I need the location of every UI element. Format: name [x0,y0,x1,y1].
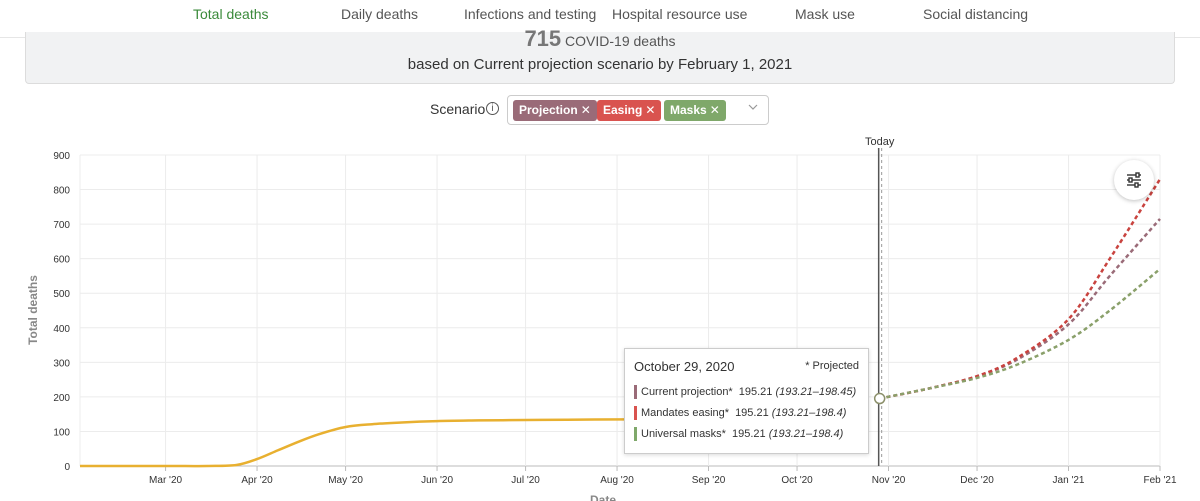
summary-panel: 715 COVID-19 deaths based on Current pro… [25,26,1175,84]
series-line-current-projection [879,218,1161,400]
tooltip-series-range: (193.21–198.4) [768,428,844,440]
x-tick-label: Mar '20 [149,475,182,486]
y-tick-label: 100 [53,427,70,438]
x-tick-label: Apr '20 [241,475,273,486]
sliders-icon [1127,172,1141,188]
tooltip-swatch [634,406,637,421]
summary-subtitle: based on Current projection scenario by … [407,56,793,73]
x-tick-label: Jan '21 [1053,475,1085,486]
scenario-label: Scenario [430,101,486,117]
tab-total-deaths[interactable]: Total deaths [193,6,269,22]
y-tick-label: 500 [53,289,70,300]
tab-hospital-resource-use[interactable]: Hospital resource use [612,6,748,22]
tooltip-series-value: 195.21 [731,428,766,440]
y-tick-label: 700 [53,220,70,231]
y-tick-label: 800 [53,186,70,197]
chip-projection[interactable]: Projection ✕ [513,100,597,121]
x-axis: Mar '20 Apr '20 May '20 Jun '20 Jul '20 Aug '… [149,466,1177,486]
tooltip-series-name: Universal masks* [641,428,726,440]
x-tick-label: Aug '20 [600,475,634,486]
y-axis: 0 100 200 300 400 500 600 700 800 900 [53,151,70,473]
x-axis-label: Date [590,493,616,501]
tooltip-row: Current projection* 195.21 (193.21–198.45… [634,384,856,400]
y-tick-label: 300 [53,358,70,369]
remove-icon[interactable]: ✕ [645,103,656,117]
chevron-down-icon[interactable] [748,102,758,112]
chip-easing-label: Easing [603,103,643,117]
remove-icon[interactable]: ✕ [580,103,591,117]
x-tick-label: Jul '20 [511,475,540,486]
tooltip-series-name: Mandates easing* [641,407,730,419]
tooltip-date: October 29, 2020 [634,359,735,374]
chip-easing[interactable]: Easing ✕ [597,100,662,121]
series-line-mandates-easing [879,178,1162,400]
x-tick-label: Jun '20 [421,475,453,486]
scenario-select[interactable]: Projection ✕ Easing ✕ Masks ✕ [507,95,769,125]
tooltip-series-range: (193.21–198.4) [771,407,847,419]
chip-masks[interactable]: Masks ✕ [664,100,726,121]
summary-headline: 715 COVID-19 deaths [26,26,1174,52]
x-tick-label: Oct '20 [781,475,813,486]
tooltip-series-value: 195.21 [735,407,769,419]
tab-mask-use[interactable]: Mask use [795,6,855,22]
tooltip-swatch [634,385,637,400]
tooltip-row: Universal masks* 195.21 (193.21–198.4) [634,426,843,442]
chart-lines [80,178,1162,468]
chart-settings-button[interactable] [1114,160,1154,200]
chip-projection-label: Projection [519,103,578,117]
y-tick-label: 200 [53,393,70,404]
summary-count-label: COVID-19 deaths [565,33,676,49]
tooltip-series-name: Current projection* [641,386,733,398]
x-tick-label: Feb '21 [1143,475,1176,486]
tab-daily-deaths[interactable]: Daily deaths [341,6,419,22]
y-axis-label: Total deaths [26,275,40,345]
y-tick-label: 0 [64,462,70,473]
tooltip-swatch [634,427,637,442]
tooltip-series-value: 195.21 [738,386,773,398]
hover-marker [873,392,886,405]
chip-masks-label: Masks [670,103,707,117]
x-tick-label: May '20 [328,475,363,486]
summary-count: 715 [524,26,562,51]
series-line-universal-masks [879,268,1161,400]
tooltip-row: Mandates easing* 195.21 (193.21–198.4) [634,405,846,421]
today-label: Today [865,136,895,148]
remove-icon[interactable]: ✕ [709,103,720,117]
tab-social-distancing[interactable]: Social distancing [923,6,1029,22]
chart-tooltip: October 29, 2020 * Projected Current pro… [624,348,869,454]
y-tick-label: 600 [53,255,70,266]
tab-infections-testing[interactable]: Infections and testing [464,6,597,22]
tooltip-series-range: (193.21–198.45) [775,386,857,398]
info-icon[interactable]: i [486,102,499,115]
tooltip-projected-note: * Projected [805,360,859,372]
y-tick-label: 900 [53,151,70,162]
x-tick-label: Nov '20 [872,475,906,486]
y-tick-label: 400 [53,324,70,335]
x-tick-label: Sep '20 [692,475,726,486]
chart-grid [79,154,1161,467]
x-tick-label: Dec '20 [960,475,994,486]
observed-line [80,418,629,468]
